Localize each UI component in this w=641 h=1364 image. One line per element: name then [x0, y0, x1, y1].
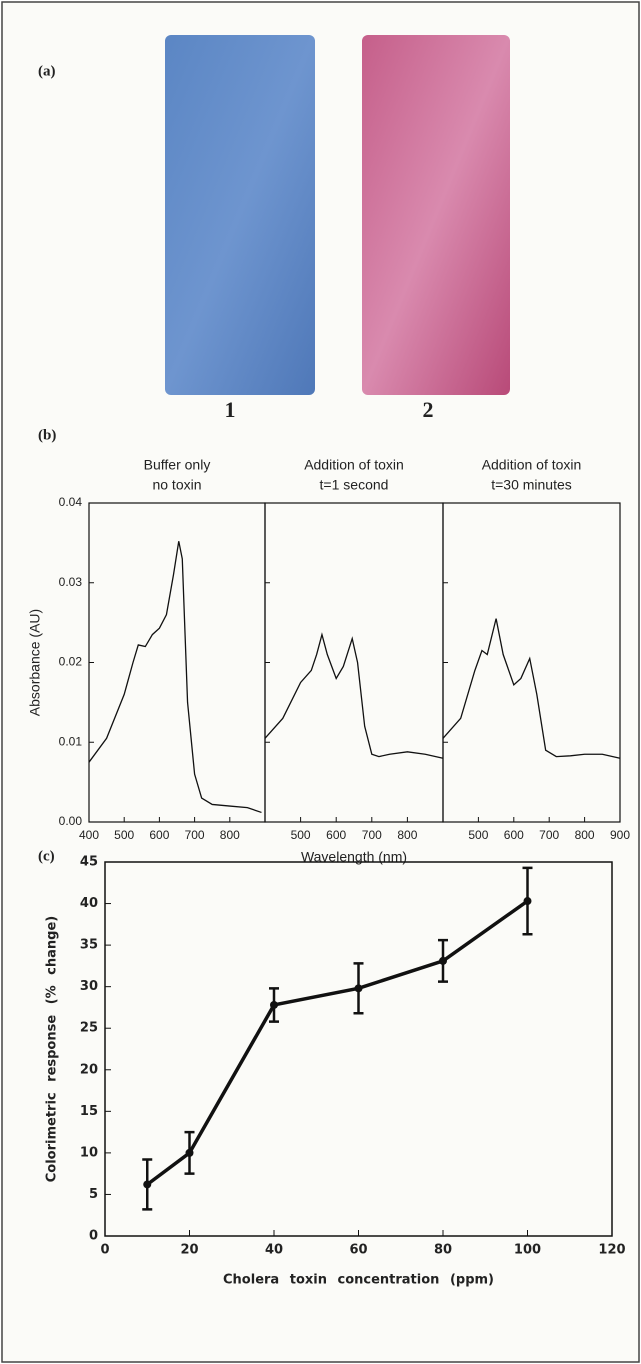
x-tick-label: 20 — [180, 1243, 198, 1258]
spectrum-line — [88, 541, 262, 814]
data-point — [354, 984, 363, 993]
strip-label: 1 — [225, 397, 236, 422]
x-tick-label: 500 — [291, 828, 311, 842]
panel-label: (b) — [38, 427, 56, 443]
x-tick-label: 400 — [79, 828, 99, 842]
spectrum-line — [442, 618, 621, 759]
subplot-title: t=30 minutes — [491, 477, 572, 493]
data-point — [270, 1000, 278, 1009]
y-tick-label: 30 — [80, 979, 98, 994]
x-tick-label: 100 — [514, 1243, 541, 1258]
panel-label: (a) — [38, 63, 56, 79]
x-tick-label: 40 — [265, 1243, 283, 1258]
y-tick-label: 45 — [80, 855, 98, 870]
y-tick-label: 0.01 — [59, 734, 83, 748]
x-tick-label: 700 — [539, 828, 559, 842]
y-tick-label: 15 — [80, 1104, 98, 1119]
y-axis-label: Colorimetric response (% change) — [45, 916, 60, 1183]
y-tick-label: 0.02 — [59, 655, 83, 669]
blue-strip — [165, 35, 315, 395]
data-point — [185, 1148, 194, 1157]
x-tick-label: 80 — [434, 1243, 452, 1258]
subplot-title: t=1 second — [320, 477, 389, 493]
x-tick-label: 900 — [610, 828, 630, 842]
y-tick-label: 0 — [89, 1229, 98, 1244]
x-axis-label: Wavelength (nm) — [301, 849, 407, 865]
y-tick-label: 5 — [89, 1187, 98, 1202]
data-point — [143, 1180, 152, 1189]
x-tick-label: 600 — [504, 828, 524, 842]
x-tick-label: 600 — [326, 828, 346, 842]
spectrum-line — [264, 632, 444, 759]
x-tick-label: 600 — [149, 828, 169, 842]
x-tick-label: 800 — [220, 828, 240, 842]
x-tick-label: 800 — [575, 828, 595, 842]
subplot-title: no toxin — [152, 477, 201, 493]
y-tick-label: 0.04 — [59, 495, 83, 509]
x-tick-label: 700 — [185, 828, 205, 842]
subplot-title: Addition of toxin — [482, 457, 582, 473]
x-tick-label: 120 — [598, 1243, 625, 1258]
panel-label: (c) — [38, 848, 55, 864]
x-axis-label: Cholera toxin concentration (ppm) — [223, 1273, 494, 1288]
x-tick-label: 700 — [362, 828, 382, 842]
subplot-title: Addition of toxin — [304, 457, 404, 473]
y-tick-label: 20 — [80, 1062, 98, 1077]
data-point — [439, 956, 447, 965]
y-tick-label: 40 — [80, 896, 98, 911]
subplot-title: Buffer only — [144, 457, 211, 473]
y-tick-label: 0.03 — [59, 575, 83, 589]
x-tick-label: 800 — [397, 828, 417, 842]
x-tick-label: 500 — [468, 828, 488, 842]
y-tick-label: 10 — [80, 1145, 98, 1160]
strip-label: 2 — [423, 397, 434, 422]
pink-strip — [362, 35, 510, 395]
x-tick-label: 60 — [349, 1243, 367, 1258]
x-tick-label: 500 — [114, 828, 134, 842]
y-axis-label: Absorbance (AU) — [27, 609, 43, 716]
x-tick-label: 0 — [100, 1243, 109, 1258]
y-tick-label: 25 — [80, 1021, 98, 1036]
response-line — [146, 899, 529, 1186]
y-tick-label: 0.00 — [59, 814, 83, 828]
y-tick-label: 35 — [80, 938, 98, 953]
data-point — [523, 897, 532, 906]
